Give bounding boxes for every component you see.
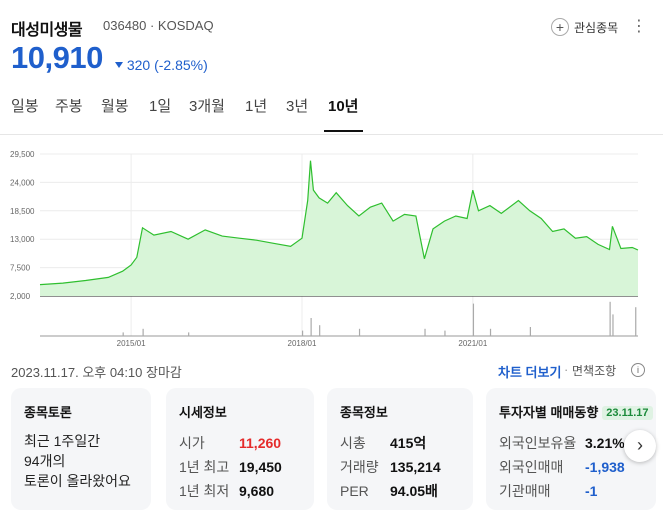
tab-monthly[interactable]: 월봉	[101, 98, 129, 115]
price-change-value: 320 (-2.85%)	[126, 57, 208, 73]
price-change: 320 (-2.85%)	[114, 57, 208, 73]
quote-row-high: 1년 최고 19,450	[179, 455, 314, 479]
tab-3years[interactable]: 3년	[286, 98, 309, 115]
price-chart[interactable]: 29,500 24,000 18,500 13,000 7,500 2,000 2015/0…	[0, 140, 663, 355]
tab-10years[interactable]: 10년	[324, 96, 362, 132]
down-triangle-icon	[114, 62, 123, 68]
investor-title-row: 투자자별 매매동향 23.11.17	[499, 402, 656, 421]
volume-bar	[529, 327, 531, 336]
investor-date-badge: 23.11.17	[602, 406, 653, 420]
investor-title: 투자자별 매매동향	[499, 405, 599, 420]
volume-bar	[301, 330, 304, 336]
marketcap-value: 415억	[390, 435, 427, 451]
separator: ·	[564, 362, 569, 377]
volume-bar	[444, 330, 446, 336]
tabs-divider	[0, 134, 663, 135]
investor-row-foreign-trade: 외국인매매 -1,938	[499, 455, 656, 479]
volume-bar	[310, 318, 312, 336]
add-favorite-button[interactable]: + 관심종목	[551, 14, 618, 40]
x-tick-label: 2018/01	[288, 339, 317, 348]
volume-value: 135,214	[390, 459, 441, 475]
volume-bar	[358, 328, 361, 336]
price-row: 10,910 320 (-2.85%)	[11, 40, 208, 80]
year-low-value: 9,680	[239, 483, 275, 499]
current-price: 10,910	[11, 40, 103, 75]
quote-row-open: 시가 11,260	[179, 431, 314, 455]
volume-bar	[489, 328, 492, 336]
tab-1year[interactable]: 1년	[245, 98, 268, 115]
volume-bar	[142, 328, 144, 336]
volume-bar	[612, 314, 614, 336]
chart-meta: 2023.11.17. 오후 04:10 장마감 차트 더보기 · 면책조항 i	[11, 362, 651, 382]
y-tick-label: 18,500	[10, 207, 35, 216]
year-low-label: 1년 최저	[179, 483, 230, 499]
institution-trade-value: -1	[585, 483, 598, 499]
info-title: 종목정보	[340, 405, 388, 420]
volume-bar	[122, 332, 124, 336]
per-value: 94.05배	[390, 483, 438, 499]
x-tick-label: 2015/01	[117, 339, 146, 348]
info-row-volume: 거래량 135,214	[340, 455, 473, 479]
volume-bar	[635, 307, 637, 336]
foreign-ratio-label: 외국인보유율	[499, 435, 577, 451]
volume-bar	[319, 325, 321, 336]
chart-more-link[interactable]: 차트 더보기	[498, 365, 562, 380]
y-tick-label: 7,500	[10, 264, 31, 273]
y-tick-label: 13,000	[10, 235, 35, 244]
volume-bar	[188, 332, 190, 336]
year-high-value: 19,450	[239, 459, 282, 475]
y-tick-label: 2,000	[10, 292, 31, 301]
volume-bar	[424, 328, 426, 336]
market-close-time: 2023.11.17. 오후 04:10 장마감	[11, 365, 182, 380]
price-line	[39, 160, 639, 286]
volume-bar	[472, 303, 475, 336]
x-tick-label: 2021/01	[458, 339, 487, 348]
marketcap-label: 시총	[340, 435, 366, 451]
y-tick-label: 24,000	[10, 178, 35, 187]
foreign-ratio-value: 3.21%	[585, 435, 625, 451]
quote-card[interactable]: 시세정보 시가 11,260 1년 최고 19,450 1년 최저 9,680	[166, 388, 314, 510]
y-tick-label: 29,500	[10, 150, 35, 159]
tab-daily[interactable]: 일봉	[11, 98, 39, 115]
tab-3months[interactable]: 3개월	[189, 98, 225, 115]
discussion-line1: 최근 1주일간	[24, 433, 101, 449]
per-label: PER	[340, 483, 369, 499]
tab-weekly[interactable]: 주봉	[55, 98, 83, 115]
stock-header: 대성미생물 036480 · KOSDAQ + 관심종목 ⋮	[11, 12, 651, 42]
plus-icon: +	[551, 18, 569, 36]
price-area-fill	[40, 160, 638, 296]
open-label: 시가	[179, 435, 205, 451]
next-card-button[interactable]: ›	[624, 430, 656, 462]
info-row-per: PER 94.05배	[340, 479, 473, 503]
discussion-line3: 토론이 올라왔어요	[24, 473, 131, 489]
volume-label: 거래량	[340, 459, 379, 475]
price-chart-svg: 29,500 24,000 18,500 13,000 7,500 2,000 2015/0…	[10, 150, 639, 348]
volume-bar	[609, 301, 611, 336]
year-high-label: 1년 최고	[179, 459, 230, 475]
discussion-title: 종목토론	[24, 405, 72, 420]
stock-name: 대성미생물	[11, 22, 83, 39]
tab-1day[interactable]: 1일	[149, 98, 172, 115]
quote-title: 시세정보	[179, 405, 227, 420]
disclaimer-link[interactable]: 면책조항	[572, 364, 617, 378]
more-vertical-icon[interactable]: ⋮	[631, 18, 647, 35]
foreign-trade-value: -1,938	[585, 459, 625, 475]
quote-row-low: 1년 최저 9,680	[179, 479, 314, 503]
info-icon[interactable]: i	[631, 363, 645, 377]
open-value: 11,260	[239, 435, 282, 451]
info-row-marketcap: 시총 415억	[340, 431, 473, 455]
investor-card[interactable]: 투자자별 매매동향 23.11.17 외국인보유율 3.21% 외국인매매 -1,…	[486, 388, 656, 510]
investor-row-foreign-ratio: 외국인보유율 3.21%	[499, 431, 656, 455]
period-tabs: 일봉 주봉 월봉 1일 3개월 1년 3년 10년	[0, 96, 663, 132]
foreign-trade-label: 외국인매매	[499, 459, 564, 475]
investor-row-institution: 기관매매 -1	[499, 479, 656, 503]
discussion-card[interactable]: 종목토론 최근 1주일간 94개의 토론이 올라왔어요	[11, 388, 151, 510]
discussion-line2: 94개의	[24, 453, 66, 469]
stock-code-market: 036480 · KOSDAQ	[103, 18, 214, 33]
institution-trade-label: 기관매매	[499, 483, 551, 499]
favorite-label: 관심종목	[574, 20, 619, 35]
info-card[interactable]: 종목정보 시총 415억 거래량 135,214 PER 94.05배	[327, 388, 473, 510]
